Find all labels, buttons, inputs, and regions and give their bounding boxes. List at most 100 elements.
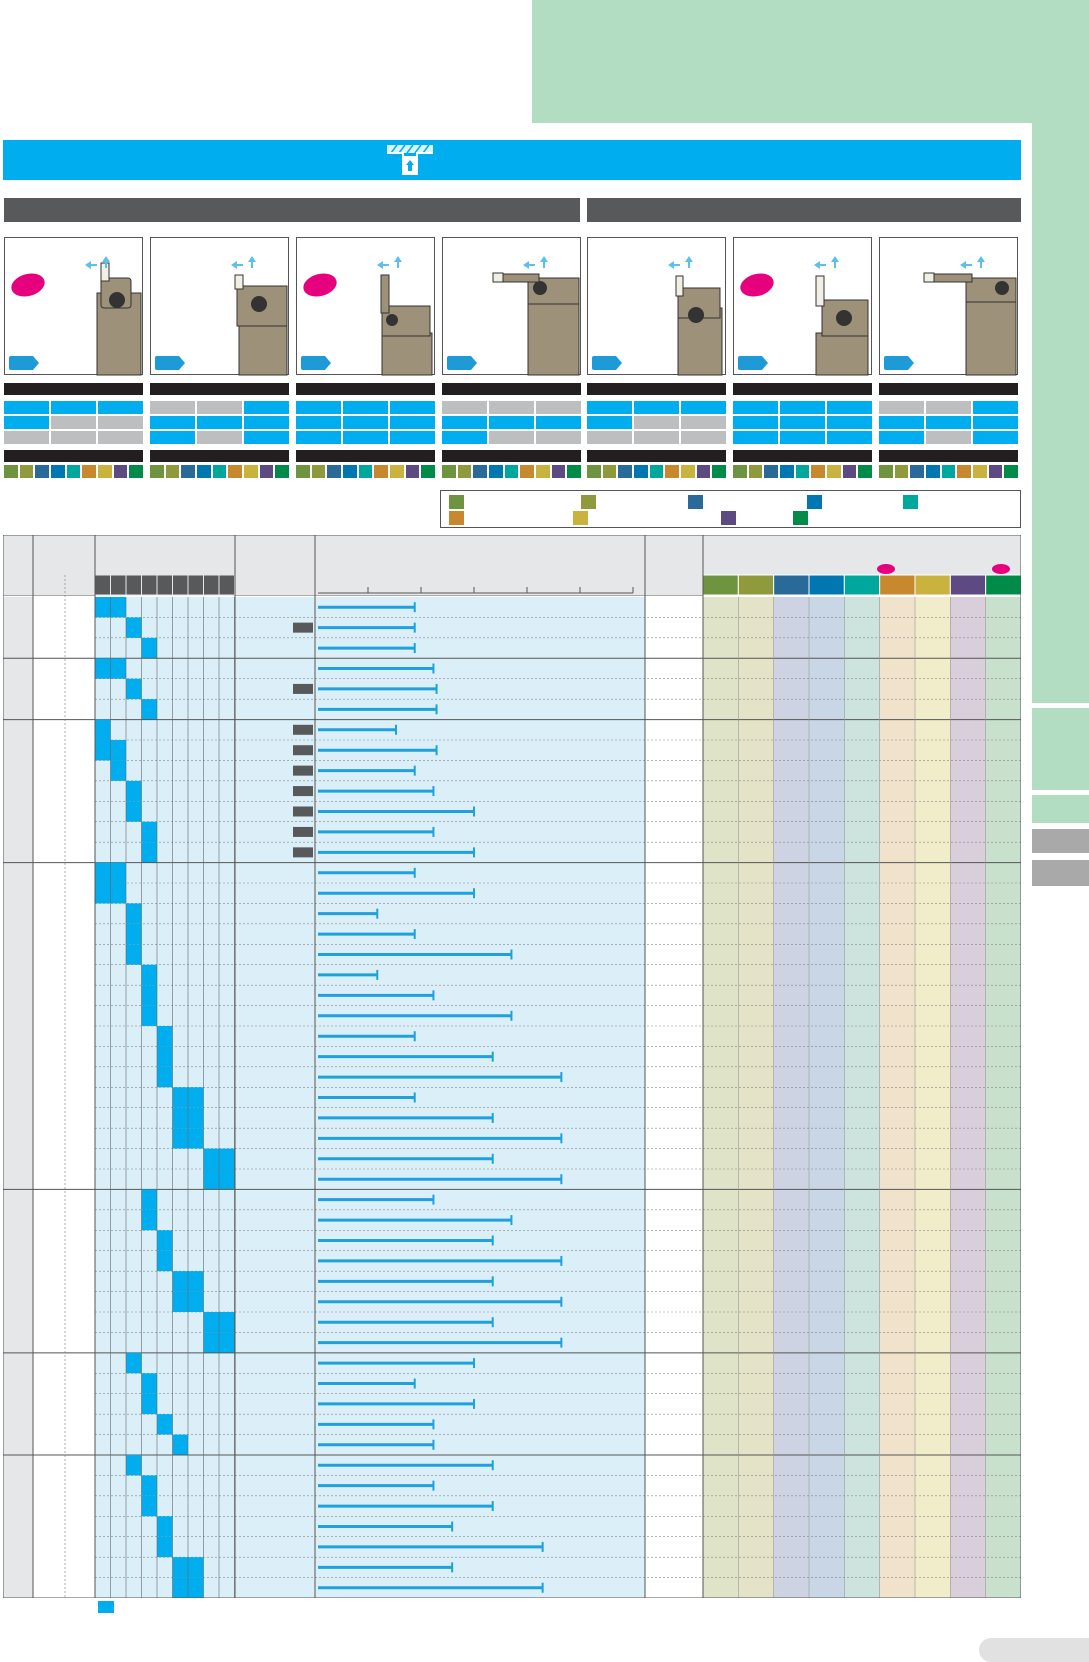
note-tag <box>293 806 313 817</box>
spec-cell <box>98 431 143 444</box>
side-tab-1[interactable] <box>1032 708 1089 790</box>
grade-swatch <box>374 465 389 478</box>
spec-cell <box>681 431 726 444</box>
grade-swatch <box>82 465 97 478</box>
availability-cell <box>95 597 111 618</box>
spec-cell <box>4 431 49 444</box>
spec-cell <box>51 416 96 429</box>
spec-cell <box>197 416 242 429</box>
grade-swatch <box>390 465 404 478</box>
grade-swatch <box>4 465 18 478</box>
availability-cell <box>141 1373 157 1394</box>
availability-cell <box>141 842 157 863</box>
availability-cell <box>203 1148 219 1169</box>
grade-swatch <box>113 465 128 478</box>
grade-swatch <box>879 465 893 478</box>
spec-row <box>442 431 581 444</box>
page-number-tab <box>979 1638 1089 1662</box>
grade-swatch <box>129 465 144 478</box>
grade-swatch <box>51 465 65 478</box>
spec-cell <box>587 401 632 414</box>
spec-header-bar <box>4 383 143 395</box>
availability-cell <box>188 1128 204 1149</box>
legend-swatch <box>449 495 464 509</box>
grade-swatch <box>941 465 956 478</box>
spec-cell <box>681 416 726 429</box>
tool-card[interactable] <box>4 237 143 376</box>
spec-cell <box>780 401 825 414</box>
availability-cell <box>172 1087 188 1108</box>
spec-row <box>587 401 726 414</box>
spec-cell <box>733 416 778 429</box>
card-spec-block <box>4 383 144 478</box>
spec-cell <box>244 431 289 444</box>
arrow-tag-icon <box>301 356 331 370</box>
tool-card[interactable] <box>296 237 435 376</box>
spec-cell <box>51 431 96 444</box>
grade-header-bar <box>150 450 289 462</box>
header-col-d <box>235 535 315 595</box>
grade-swatch <box>712 465 727 478</box>
spec-cell <box>634 401 679 414</box>
side-tab-4[interactable] <box>1032 860 1089 886</box>
spec-cell <box>879 401 924 414</box>
availability-cell <box>157 1066 173 1088</box>
spec-cell <box>973 431 1018 444</box>
grade-swatch <box>212 465 227 478</box>
spec-row <box>879 416 1018 429</box>
spec-cell <box>98 401 143 414</box>
tool-card[interactable] <box>733 237 872 376</box>
legend-swatch <box>573 511 588 525</box>
arrow-tag-icon <box>447 356 477 370</box>
header-dark-cell <box>187 574 204 596</box>
spec-header-bar <box>442 383 581 395</box>
tool-card[interactable] <box>150 237 289 376</box>
spec-cell <box>4 416 49 429</box>
spec-row <box>150 416 289 429</box>
grade-swatch <box>296 465 310 478</box>
tool-card[interactable] <box>442 237 581 376</box>
card-spec-block <box>150 383 290 478</box>
spec-cell <box>390 431 435 444</box>
availability-cell <box>157 1046 173 1067</box>
grade-swatch-row <box>4 465 144 478</box>
grade-column <box>844 597 880 1598</box>
grade-swatch <box>66 465 81 478</box>
spec-cell <box>51 401 96 414</box>
stock-legend-swatch <box>98 1601 114 1613</box>
side-tab-2[interactable] <box>1032 795 1089 823</box>
spec-cell <box>4 401 49 414</box>
availability-cell <box>172 1557 188 1578</box>
availability-cell <box>95 862 111 883</box>
body-col-f <box>645 597 703 1598</box>
grade-swatch <box>473 465 488 478</box>
availability-cell <box>126 1455 142 1476</box>
availability-cell <box>188 1087 204 1108</box>
spec-header-bar <box>587 383 726 395</box>
body-col-c <box>95 597 315 1598</box>
spec-cell <box>150 401 195 414</box>
availability-cell <box>126 801 142 822</box>
grade-swatch <box>457 465 472 478</box>
header-dark-cell <box>94 574 111 596</box>
side-tab-3[interactable] <box>1032 829 1089 853</box>
spec-cell <box>587 416 632 429</box>
availability-cell <box>126 944 142 965</box>
availability-cell <box>172 1577 188 1598</box>
spec-row <box>442 401 581 414</box>
side-green-strip <box>1032 123 1089 703</box>
availability-cell <box>126 923 142 945</box>
availability-cell <box>188 1271 204 1292</box>
spec-cell <box>536 431 581 444</box>
spec-cell <box>150 431 195 444</box>
tool-card[interactable] <box>879 237 1018 376</box>
grade-swatch <box>748 465 763 478</box>
tool-card[interactable] <box>587 237 726 376</box>
spec-cell <box>827 416 872 429</box>
grade-column <box>809 597 845 1598</box>
grade-swatch <box>311 465 326 478</box>
spec-row <box>150 401 289 414</box>
spec-cell <box>536 401 581 414</box>
arrow-tag-icon <box>155 356 185 370</box>
new-marker-icon <box>877 564 895 574</box>
